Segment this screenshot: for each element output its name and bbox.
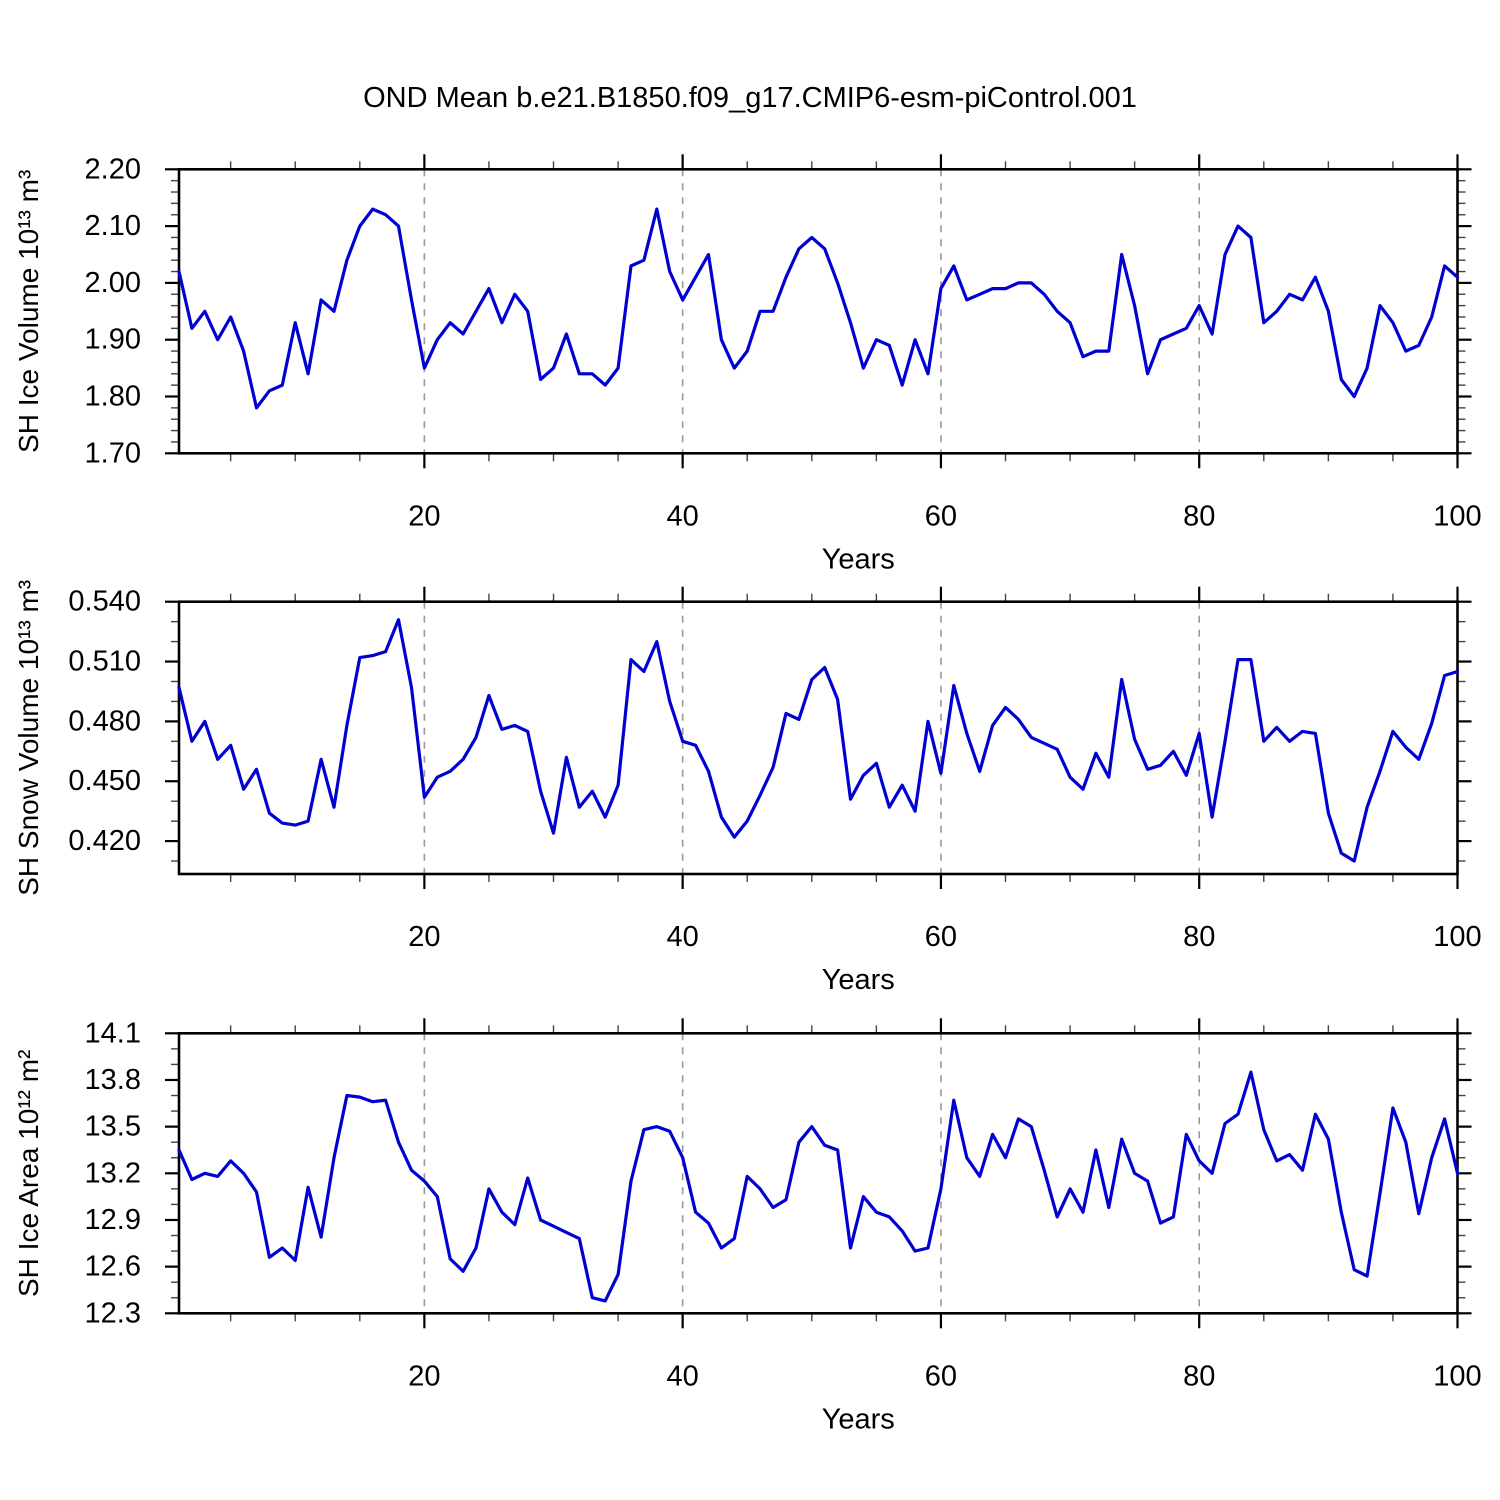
- x-tick-label: 100: [1433, 921, 1481, 953]
- y-tick-label: 1.70: [85, 437, 141, 469]
- y-tick-label: 0.450: [68, 765, 141, 797]
- y-tick-label: 1.80: [85, 381, 141, 413]
- x-tick-label: 100: [1433, 1360, 1481, 1392]
- x-axis-title: Years: [822, 543, 895, 575]
- y-tick-label: 0.510: [68, 646, 141, 678]
- plot-title: OND Mean b.e21.B1850.f09_g17.CMIP6-esm-p…: [363, 82, 1137, 114]
- panel-frame: [177, 168, 1459, 455]
- y-axis-title: SH Snow Volume 10¹³ m³: [13, 580, 44, 896]
- panel-frame: [177, 1032, 1459, 1315]
- y-tick-label: 2.00: [85, 267, 141, 299]
- y-tick-label: 12.9: [85, 1204, 141, 1236]
- x-tick-label: 60: [925, 1360, 957, 1392]
- y-tick-label: 14.1: [85, 1017, 141, 1049]
- ice-area-line: [177, 1070, 1460, 1303]
- ice-volume-line: [177, 207, 1460, 410]
- x-tick-label: 20: [408, 1360, 440, 1392]
- x-axis-title: Years: [822, 964, 895, 996]
- y-tick-label: 2.10: [85, 210, 141, 242]
- y-tick-label: 0.420: [68, 825, 141, 857]
- y-tick-label: 0.480: [68, 705, 141, 737]
- y-axis-title: SH Ice Volume 10¹³ m³: [13, 170, 44, 453]
- y-tick-label: 0.540: [68, 586, 141, 618]
- x-tick-label: 60: [925, 921, 957, 953]
- panel-snow-volume: 0.420 0.450 0.480 0.510 0.540 20 40 60 80 100 Year…: [13, 580, 1482, 996]
- x-tick-label: 80: [1183, 500, 1215, 532]
- x-tick-label: 40: [667, 500, 699, 532]
- x-tick-label: 60: [925, 500, 957, 532]
- y-tick-label: 13.5: [85, 1111, 141, 1143]
- panel-ice-area: 12.3 12.6 12.9 13.2 13.5 13.8 14.1 20 40 60 80 100 Y…: [13, 1017, 1482, 1435]
- snow-volume-line: [177, 618, 1460, 863]
- x-tick-label: 80: [1183, 921, 1215, 953]
- y-tick-label: 12.6: [85, 1251, 141, 1283]
- x-tick-label: 40: [667, 921, 699, 953]
- y-tick-label: 1.90: [85, 324, 141, 356]
- x-tick-label: 100: [1433, 500, 1481, 532]
- x-tick-label: 40: [667, 1360, 699, 1392]
- x-axis-title: Years: [822, 1403, 895, 1435]
- y-tick-label: 13.2: [85, 1157, 141, 1189]
- y-tick-label: 2.20: [85, 153, 141, 185]
- x-tick-label: 80: [1183, 1360, 1215, 1392]
- y-tick-label: 12.3: [85, 1297, 141, 1329]
- panel-ice-volume: 1.70 1.80 1.90 2.00 2.10 2.20 20 40 60 80 100 Years…: [13, 153, 1482, 575]
- panel-frame: [177, 600, 1459, 876]
- x-tick-label: 20: [408, 500, 440, 532]
- x-tick-label: 20: [408, 921, 440, 953]
- y-axis-title: SH Ice Area 10¹² m²: [13, 1050, 44, 1297]
- y-tick-label: 13.8: [85, 1064, 141, 1096]
